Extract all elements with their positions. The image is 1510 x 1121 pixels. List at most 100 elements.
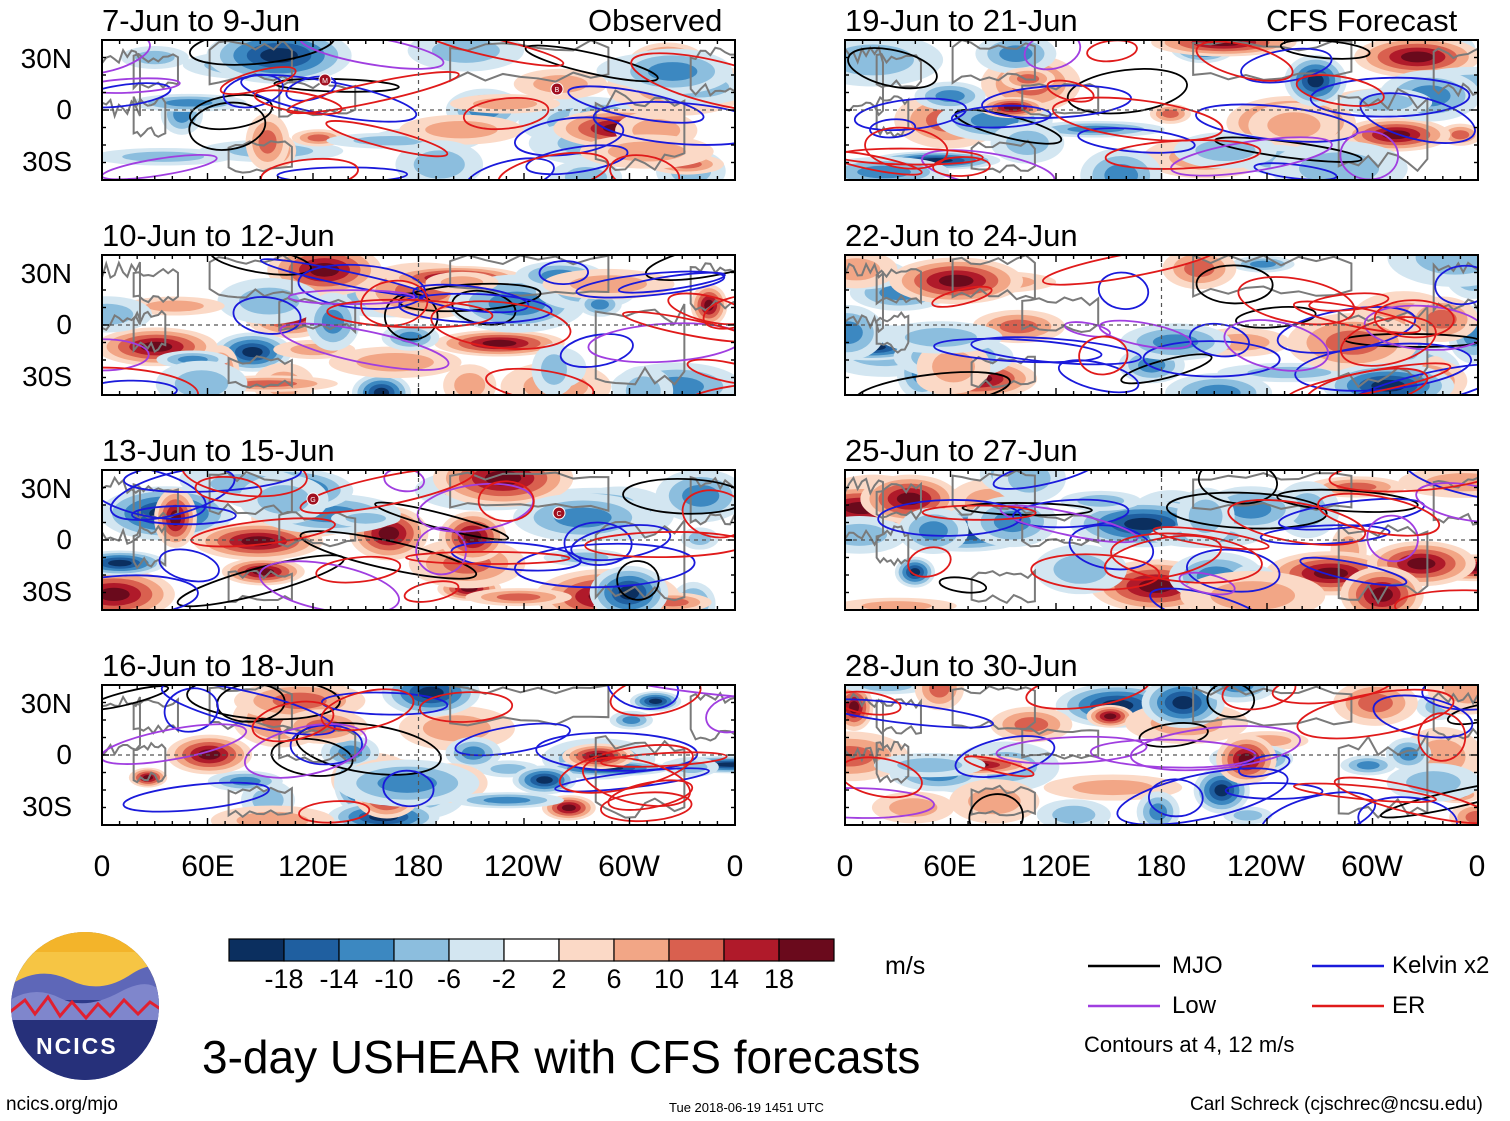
contour-line <box>1030 553 1161 591</box>
contour-line <box>465 157 555 180</box>
shear-anomaly-fill <box>307 134 330 142</box>
panel-title: 13-Jun to 15-Jun <box>102 433 335 468</box>
contour-line <box>1299 556 1408 587</box>
colorbar-label: -2 <box>491 964 517 994</box>
contour-line <box>1025 685 1151 710</box>
contour-line <box>563 521 633 566</box>
contour-line <box>418 691 514 723</box>
contour-line <box>123 470 302 493</box>
contour-line <box>970 336 1142 366</box>
contour-line <box>1415 482 1478 523</box>
contour-line <box>194 475 263 503</box>
contour-line <box>1359 92 1476 144</box>
coastline <box>1432 47 1478 98</box>
contour-line <box>689 383 735 395</box>
contour-line <box>705 695 735 734</box>
map-panel <box>845 255 1478 395</box>
contour-line <box>1292 300 1422 334</box>
contour-line <box>1012 498 1130 529</box>
contour-line <box>1446 702 1478 726</box>
contour-line <box>1328 470 1478 493</box>
coastline <box>1432 261 1478 314</box>
shear-anomaly-fill <box>1195 139 1256 162</box>
contour-line <box>1286 362 1452 395</box>
colorbar-swatch <box>393 938 450 962</box>
contour-line <box>575 270 726 299</box>
shear-anomaly-fill <box>1210 581 1296 610</box>
footer-credit: Carl Schreck (cjschrec@ncsu.edu) <box>1190 1094 1483 1115</box>
contour-line <box>1253 162 1338 180</box>
contour-line <box>961 502 1093 517</box>
contour-line <box>1259 524 1391 546</box>
shear-anomaly-fill <box>1214 784 1230 797</box>
footer-url[interactable]: ncics.org/mjo <box>6 1094 118 1115</box>
contour-line <box>382 769 435 808</box>
colorbar-swatch <box>228 938 285 962</box>
contour-line <box>320 688 415 732</box>
contour-line <box>1149 587 1268 610</box>
storm-marker: G <box>306 492 320 506</box>
colorbar-swatch <box>503 938 560 962</box>
shear-anomaly-fill <box>1104 164 1139 180</box>
shear-anomaly-fill <box>682 484 720 507</box>
contour-line <box>1152 526 1270 551</box>
x-tick-label: 60W <box>1341 850 1403 883</box>
contour-line <box>616 560 660 601</box>
contour-line <box>102 723 248 765</box>
x-tick-label: 0 <box>726 850 744 883</box>
contour-line <box>847 47 938 90</box>
shear-anomaly-fill <box>1307 73 1324 88</box>
shear-anomaly-fill <box>239 287 300 315</box>
contour-line <box>1129 725 1302 772</box>
coastline <box>594 89 686 172</box>
main-title: 3-day USHEAR with CFS forecasts <box>202 1031 921 1083</box>
contour-line <box>1237 276 1356 326</box>
coastline <box>1192 255 1353 298</box>
contour-line <box>102 82 172 109</box>
contour-line <box>219 66 297 96</box>
coastline <box>689 46 735 97</box>
contour-line <box>285 75 337 102</box>
contour-line <box>992 470 1100 490</box>
coastline <box>132 95 167 138</box>
contour-line <box>102 470 207 520</box>
shear-anomaly-fill <box>904 327 977 347</box>
ncics-logo <box>11 932 159 1080</box>
shear-anomaly-fill <box>999 319 1038 334</box>
shear-anomaly-fill <box>713 762 735 767</box>
shear-anomaly-fill <box>1005 130 1049 155</box>
colorbar-label: 2 <box>551 964 567 994</box>
shear-anomaly-fill <box>1184 260 1215 278</box>
contour-line <box>600 751 728 768</box>
contour-line <box>981 84 1132 119</box>
colorbar-swatch <box>338 938 395 962</box>
contour-line <box>188 40 336 66</box>
coastline <box>227 785 293 819</box>
contour-line <box>1366 514 1419 563</box>
shear-anomaly-fill <box>377 773 437 793</box>
y-tick-label: 30N <box>20 473 72 504</box>
shear-anomaly-fill <box>918 521 948 541</box>
storm-marker: C <box>552 506 566 520</box>
shear-anomaly-fill <box>1426 309 1457 329</box>
coastline <box>132 522 167 570</box>
shear-anomaly-fill <box>845 746 874 767</box>
contour-line <box>845 787 935 819</box>
coastline <box>1021 82 1100 118</box>
contour-line <box>869 118 917 139</box>
x-tick-label: 180 <box>1135 850 1187 883</box>
shear-anomaly-fill <box>258 130 277 154</box>
contour-line <box>667 292 735 326</box>
shear-anomaly-fill <box>1053 554 1108 584</box>
coastline <box>689 475 735 526</box>
coastline <box>1337 87 1429 173</box>
coastline <box>1192 40 1353 81</box>
shear-anomaly-fill <box>1267 112 1321 139</box>
colorbar-label: 18 <box>763 964 795 994</box>
y-tick-label: 30N <box>20 258 72 289</box>
y-tick-label: 30N <box>20 43 72 74</box>
contour-line <box>681 489 735 539</box>
contour-line <box>854 371 1011 395</box>
shear-anomaly-fill <box>236 811 309 825</box>
